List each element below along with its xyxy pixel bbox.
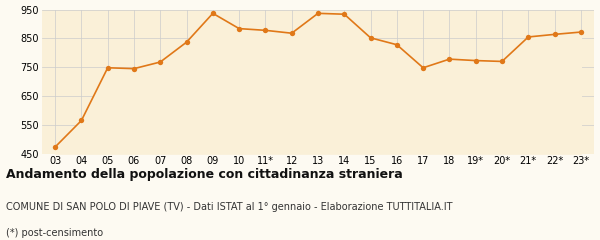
Point [77,119,86,122]
Point [392,43,401,47]
Point [550,32,559,36]
Text: Andamento della popolazione con cittadinanza straniera: Andamento della popolazione con cittadin… [6,168,403,181]
Point [497,60,507,63]
Point [260,28,270,32]
Point [182,40,191,44]
Point [129,67,139,71]
Point [523,35,533,39]
Point [50,145,60,149]
Point [313,12,323,15]
Point [445,57,454,61]
Point [287,31,296,35]
Text: (*) post-censimento: (*) post-censimento [6,228,103,238]
Point [366,36,376,40]
Point [471,59,481,62]
Point [340,12,349,16]
Point [235,27,244,30]
Point [418,66,428,70]
Point [208,12,218,15]
Point [103,66,113,70]
Point [155,60,165,64]
Point [576,30,586,34]
Text: COMUNE DI SAN POLO DI PIAVE (TV) - Dati ISTAT al 1° gennaio - Elaborazione TUTTI: COMUNE DI SAN POLO DI PIAVE (TV) - Dati … [6,202,452,212]
